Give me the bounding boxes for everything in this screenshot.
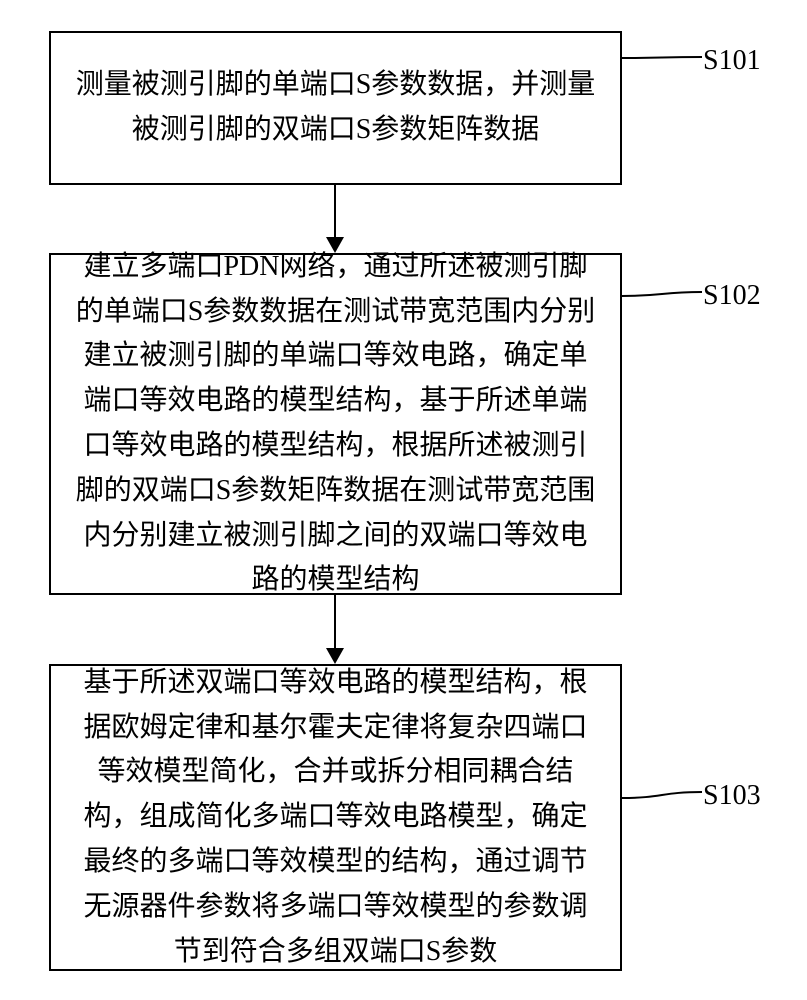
arrow-line: [334, 595, 336, 648]
flow-step-s101-text: 测量被测引脚的单端口S参数数据，并测量被测引脚的双端口S参数矩阵数据: [75, 63, 596, 153]
lead-line-s103: [622, 790, 706, 804]
arrow-line: [334, 185, 336, 237]
flow-step-s103: 基于所述双端口等效电路的模型结构，根据欧姆定律和基尔霍夫定律将复杂四端口等效模型…: [49, 664, 622, 971]
flow-step-s101: 测量被测引脚的单端口S参数数据，并测量被测引脚的双端口S参数矩阵数据: [49, 31, 622, 185]
flow-step-s102-text: 建立多端口PDN网络，通过所述被测引脚的单端口S参数数据在测试带宽范围内分别建立…: [75, 245, 596, 603]
lead-line-s102: [622, 290, 706, 302]
step-label-s101: S101: [703, 45, 761, 77]
step-label-s102: S102: [703, 280, 761, 312]
flow-step-s102: 建立多端口PDN网络，通过所述被测引脚的单端口S参数数据在测试带宽范围内分别建立…: [49, 253, 622, 595]
flow-step-s103-text: 基于所述双端口等效电路的模型结构，根据欧姆定律和基尔霍夫定律将复杂四端口等效模型…: [75, 661, 596, 975]
step-label-s103: S103: [703, 780, 761, 812]
lead-line-s101: [622, 55, 706, 64]
